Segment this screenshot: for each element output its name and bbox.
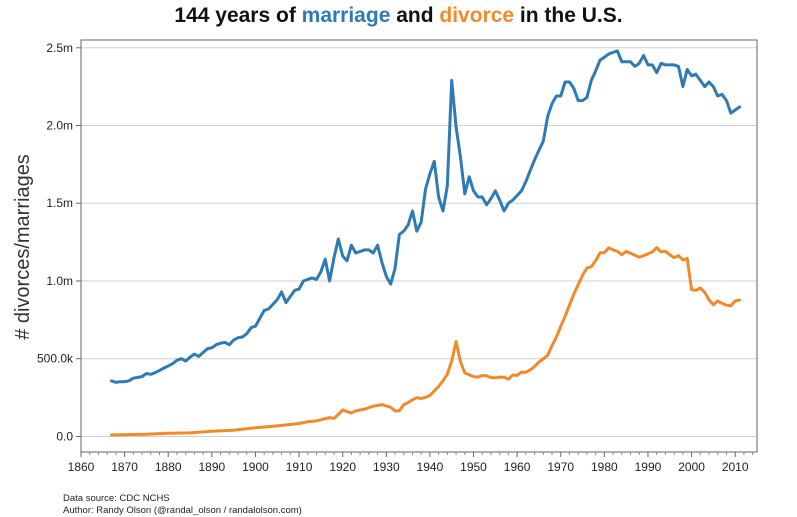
x-tick-label: 1940 <box>417 460 444 474</box>
x-tick-label: 1910 <box>286 460 313 474</box>
chart-title: 144 years of marriage and divorce in the… <box>0 4 797 28</box>
title-marriage-word: marriage <box>301 4 391 27</box>
x-axis: 1860 1870 1880 1890 1900 1910 1920 1930 1940 1950… <box>68 452 754 474</box>
x-tick-label: 1890 <box>198 460 225 474</box>
x-tick-label: 1860 <box>68 460 95 474</box>
marriage-line <box>110 49 742 384</box>
y-tick-label: 500.0k <box>37 352 74 366</box>
series-lines <box>110 49 742 437</box>
source-line: Data source: CDC NCHS <box>63 493 170 504</box>
title-part-5: in the U.S. <box>514 4 623 27</box>
plot-frame <box>80 39 758 453</box>
x-tick-label: 1880 <box>155 460 182 474</box>
y-axis-label: # divorces/marriages <box>12 154 34 340</box>
author-line: Author: Randy Olson (@randal_olson / ran… <box>63 505 302 516</box>
x-tick-label: 1980 <box>591 460 618 474</box>
y-tick-label: 0.0 <box>56 429 73 443</box>
y-tick-label: 1.0m <box>46 274 73 288</box>
y-axis: 0.0 500.0k 1.0m 1.5m 2.0m 2.5m <box>37 41 81 443</box>
y-tick-label: 1.5m <box>46 196 73 210</box>
x-tick-label: 1920 <box>329 460 356 474</box>
title-part-1: 144 years of <box>174 4 302 27</box>
title-divorce-word: divorce <box>439 4 515 27</box>
x-tick-label: 1900 <box>242 460 269 474</box>
x-tick-label: 2010 <box>722 460 749 474</box>
divorce-line <box>110 246 742 437</box>
gridlines <box>81 47 757 437</box>
source-note: Data source: CDC NCHS Author: Randy Olso… <box>63 493 302 517</box>
x-tick-label: 2000 <box>678 460 705 474</box>
x-tick-label: 1990 <box>635 460 662 474</box>
x-tick-label: 1870 <box>111 460 138 474</box>
title-part-3: and <box>390 4 440 27</box>
y-tick-label: 2.5m <box>46 41 73 55</box>
x-tick-label: 1960 <box>504 460 531 474</box>
x-tick-label: 1930 <box>373 460 400 474</box>
x-tick-label: 1950 <box>460 460 487 474</box>
y-tick-label: 2.0m <box>46 119 73 133</box>
x-tick-label: 1970 <box>547 460 574 474</box>
